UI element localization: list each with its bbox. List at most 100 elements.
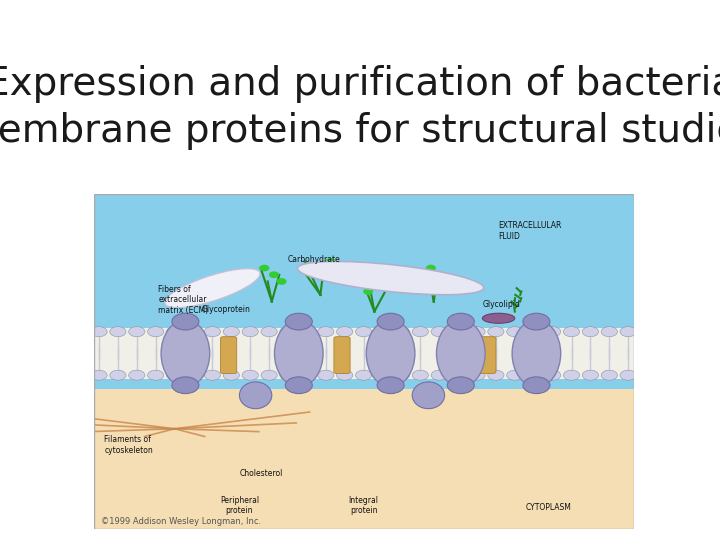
Circle shape <box>364 289 372 294</box>
Circle shape <box>280 327 296 337</box>
Circle shape <box>431 327 447 337</box>
Text: Expression and purification of bacteria
membrane proteins for structural studies: Expression and purification of bacteria … <box>0 65 720 150</box>
Ellipse shape <box>274 320 323 387</box>
Text: Peripheral
protein: Peripheral protein <box>220 496 259 515</box>
FancyBboxPatch shape <box>334 337 350 374</box>
Circle shape <box>563 327 580 337</box>
Circle shape <box>426 265 435 271</box>
Circle shape <box>422 272 431 278</box>
Circle shape <box>110 370 126 380</box>
Circle shape <box>582 327 598 337</box>
Circle shape <box>450 327 467 337</box>
Ellipse shape <box>285 377 312 394</box>
Ellipse shape <box>172 377 199 394</box>
Circle shape <box>526 370 542 380</box>
Circle shape <box>166 370 183 380</box>
Circle shape <box>299 370 315 380</box>
Text: Glycoprotein: Glycoprotein <box>202 305 251 314</box>
Text: CYTOPLASM: CYTOPLASM <box>526 503 572 512</box>
Circle shape <box>91 327 107 337</box>
Circle shape <box>242 370 258 380</box>
Circle shape <box>260 265 269 271</box>
Ellipse shape <box>377 377 404 394</box>
Circle shape <box>148 327 164 337</box>
Text: Carbohydrate: Carbohydrate <box>288 255 341 264</box>
Circle shape <box>277 279 286 284</box>
Circle shape <box>364 282 372 287</box>
Circle shape <box>129 327 145 337</box>
Ellipse shape <box>413 382 445 409</box>
Text: Integral
protein: Integral protein <box>348 496 379 515</box>
Circle shape <box>425 279 433 284</box>
Circle shape <box>393 327 410 337</box>
Ellipse shape <box>482 313 515 323</box>
Circle shape <box>280 370 296 380</box>
Text: ©1999 Addison Wesley Longman, Inc.: ©1999 Addison Wesley Longman, Inc. <box>101 517 261 526</box>
Circle shape <box>110 327 126 337</box>
Ellipse shape <box>240 382 272 409</box>
Text: Filaments of
cytoskeleton: Filaments of cytoskeleton <box>104 435 153 455</box>
FancyBboxPatch shape <box>94 194 634 389</box>
Circle shape <box>469 327 485 337</box>
Ellipse shape <box>447 377 474 394</box>
FancyBboxPatch shape <box>220 337 237 374</box>
FancyBboxPatch shape <box>94 389 634 529</box>
Ellipse shape <box>447 313 474 330</box>
Circle shape <box>318 370 334 380</box>
Circle shape <box>374 370 391 380</box>
Circle shape <box>166 327 183 337</box>
Ellipse shape <box>172 313 199 330</box>
Circle shape <box>431 370 447 380</box>
Circle shape <box>507 327 523 337</box>
Ellipse shape <box>165 268 260 308</box>
Circle shape <box>356 370 372 380</box>
Circle shape <box>413 327 428 337</box>
Circle shape <box>91 370 107 380</box>
Ellipse shape <box>161 320 210 387</box>
Circle shape <box>450 370 467 380</box>
Circle shape <box>356 327 372 337</box>
Circle shape <box>563 370 580 380</box>
Ellipse shape <box>512 320 561 387</box>
Circle shape <box>488 370 504 380</box>
Circle shape <box>320 265 329 271</box>
Circle shape <box>507 370 523 380</box>
Circle shape <box>582 370 598 380</box>
Circle shape <box>299 327 315 337</box>
Circle shape <box>337 370 353 380</box>
Circle shape <box>148 370 164 380</box>
Text: Glycolipid: Glycolipid <box>482 300 521 309</box>
Circle shape <box>413 370 428 380</box>
Ellipse shape <box>377 313 404 330</box>
Circle shape <box>261 327 277 337</box>
Circle shape <box>242 327 258 337</box>
Circle shape <box>261 370 277 380</box>
Circle shape <box>469 370 485 380</box>
FancyBboxPatch shape <box>94 328 634 379</box>
Circle shape <box>371 275 379 281</box>
Circle shape <box>374 327 391 337</box>
Circle shape <box>186 327 202 337</box>
Ellipse shape <box>523 377 550 394</box>
Circle shape <box>601 327 618 337</box>
Ellipse shape <box>523 313 550 330</box>
Circle shape <box>326 259 335 264</box>
Circle shape <box>526 327 542 337</box>
Circle shape <box>186 370 202 380</box>
Circle shape <box>337 327 353 337</box>
Circle shape <box>488 327 504 337</box>
Ellipse shape <box>366 320 415 387</box>
Circle shape <box>223 370 239 380</box>
Circle shape <box>393 370 410 380</box>
Circle shape <box>223 327 239 337</box>
Circle shape <box>318 327 334 337</box>
Ellipse shape <box>285 313 312 330</box>
Circle shape <box>620 370 636 380</box>
Circle shape <box>544 370 561 380</box>
FancyBboxPatch shape <box>480 337 496 374</box>
Circle shape <box>204 370 220 380</box>
Ellipse shape <box>297 261 484 295</box>
Circle shape <box>129 370 145 380</box>
Ellipse shape <box>436 320 485 387</box>
Circle shape <box>620 327 636 337</box>
